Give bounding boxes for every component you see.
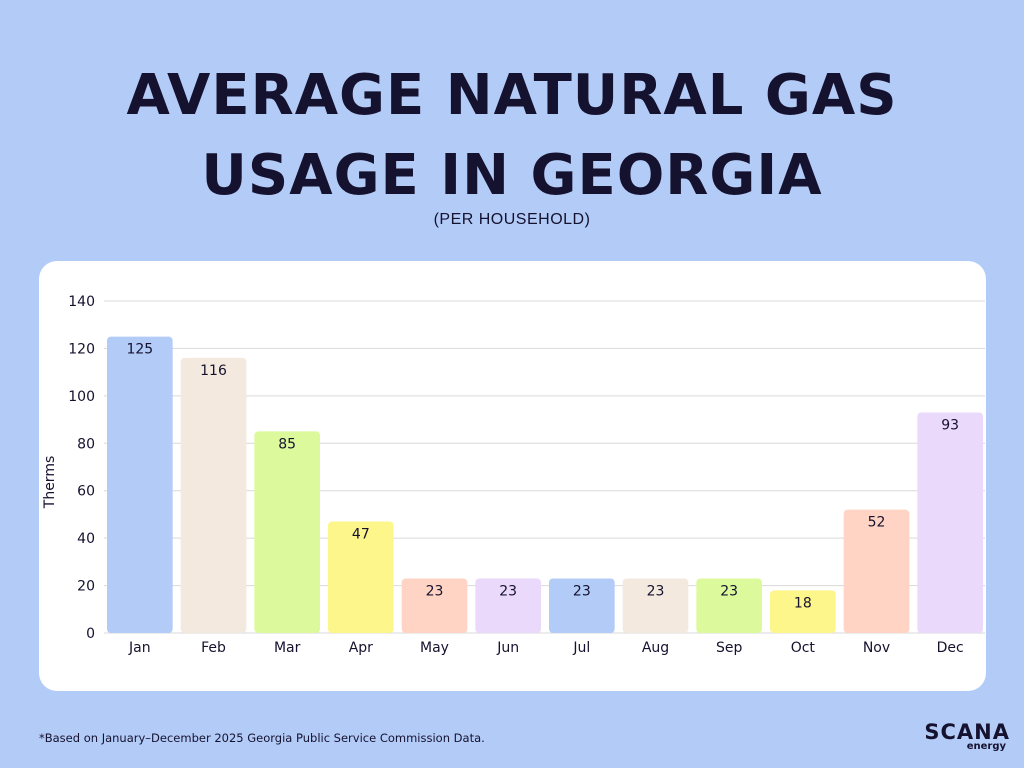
bar-oct bbox=[770, 590, 836, 633]
data-label: 125 bbox=[126, 342, 153, 358]
bar-jan bbox=[107, 336, 173, 633]
x-tick-label: Sep bbox=[716, 640, 743, 656]
data-label: 23 bbox=[426, 583, 444, 599]
y-axis-label: Therms bbox=[42, 456, 58, 509]
bar-mar bbox=[254, 431, 320, 633]
bar-jul bbox=[549, 578, 615, 633]
bar-nov bbox=[843, 509, 910, 633]
data-label: 52 bbox=[868, 515, 886, 531]
x-tick-label: Apr bbox=[349, 640, 373, 656]
bar-feb bbox=[180, 357, 247, 633]
x-tick-label: Jan bbox=[128, 640, 151, 656]
scana-energy-logo: SCANA energy bbox=[906, 722, 1010, 756]
page-subtitle: (PER HOUSEHOLD) bbox=[433, 211, 591, 228]
page-title-line-2: USAGE IN GEORGIA bbox=[201, 143, 823, 208]
y-tick-label: 100 bbox=[68, 389, 95, 405]
data-label: 47 bbox=[352, 527, 370, 543]
bar-aug bbox=[622, 578, 689, 633]
y-tick-label: 0 bbox=[86, 626, 95, 642]
bar-jun bbox=[475, 578, 541, 633]
logo-wordmark: SCANA bbox=[924, 720, 1010, 744]
y-tick-label: 20 bbox=[77, 579, 95, 595]
bar-sep bbox=[696, 578, 762, 633]
y-tick-label: 60 bbox=[77, 484, 95, 500]
y-tick-label: 80 bbox=[77, 436, 95, 452]
y-tick-label: 140 bbox=[68, 294, 95, 310]
x-tick-label: Aug bbox=[642, 640, 669, 656]
bar-may bbox=[401, 578, 468, 633]
logo-tagline: energy bbox=[966, 741, 1006, 752]
data-label: 23 bbox=[647, 583, 665, 599]
x-tick-label: Jul bbox=[572, 640, 590, 656]
x-tick-label: Nov bbox=[863, 640, 890, 656]
y-tick-label: 120 bbox=[68, 341, 95, 357]
chart-card: 0 20 40 60 80 100 120 140 Therms 125 Jan 116 Feb 85 Ma… bbox=[39, 261, 986, 691]
bar-chart: 0 20 40 60 80 100 120 140 Therms 125 Jan 116 Feb 85 Ma… bbox=[42, 294, 985, 656]
page-title-line-1: AVERAGE NATURAL GAS bbox=[126, 63, 898, 128]
x-tick-label: Feb bbox=[201, 640, 226, 656]
x-tick-label: Oct bbox=[791, 640, 816, 656]
data-label: 23 bbox=[499, 583, 517, 599]
data-label: 93 bbox=[941, 417, 959, 433]
data-label: 85 bbox=[278, 436, 296, 452]
data-label: 116 bbox=[200, 363, 227, 379]
bar-apr bbox=[328, 521, 394, 633]
footnote: *Based on January–December 2025 Georgia … bbox=[39, 731, 485, 745]
x-tick-label: May bbox=[420, 640, 449, 656]
data-label: 23 bbox=[573, 583, 591, 599]
x-tick-label: Mar bbox=[274, 640, 301, 656]
data-label: 23 bbox=[720, 583, 738, 599]
bar-dec bbox=[917, 412, 983, 633]
x-tick-label: Jun bbox=[496, 640, 519, 656]
data-label: 18 bbox=[794, 595, 812, 611]
x-tick-label: Dec bbox=[937, 640, 964, 656]
y-tick-label: 40 bbox=[77, 531, 95, 547]
